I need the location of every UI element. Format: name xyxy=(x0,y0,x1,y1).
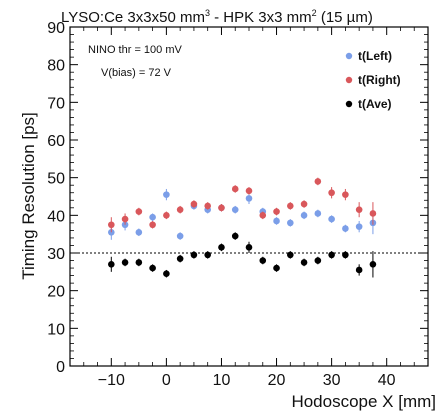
data-point-ave xyxy=(245,244,253,251)
series-ave xyxy=(108,232,377,278)
data-point-right xyxy=(259,212,267,219)
title-sup-2: 2 xyxy=(312,8,317,18)
data-point-ave xyxy=(287,251,294,259)
data-point-ave xyxy=(259,257,267,264)
data-point-ave xyxy=(135,259,143,266)
data-point-left xyxy=(342,225,349,232)
data-point-left xyxy=(245,195,253,202)
data-point-right xyxy=(108,221,115,229)
data-point-right xyxy=(135,208,143,215)
x-tick-label: 20 xyxy=(268,372,286,389)
data-point-right xyxy=(121,215,129,223)
legend-label-right: t(Right) xyxy=(358,73,401,87)
data-point-right xyxy=(287,202,294,210)
data-point-left xyxy=(328,215,335,223)
data-point-right xyxy=(218,204,225,212)
legend-label-ave: t(Ave) xyxy=(358,97,392,111)
data-point-right xyxy=(245,187,253,195)
data-point-left xyxy=(135,228,143,236)
data-point-right xyxy=(314,178,322,185)
data-point-ave xyxy=(121,259,129,266)
y-tick-label: 10 xyxy=(47,321,65,338)
x-axis-ticks: −10 0 10 20 30 40 xyxy=(83,27,415,389)
annotation-bias: V(bias) = 72 V xyxy=(101,67,172,79)
legend-marker-right xyxy=(345,76,353,84)
data-point-ave xyxy=(328,251,335,259)
annotation-threshold: NINO thr = 100 mV xyxy=(88,44,183,56)
chart-title: LYSO:Ce 3x3x50 mm3 - HPK 3x3 mm2 (15 µm) xyxy=(61,8,373,26)
data-point-left xyxy=(314,210,322,217)
legend-marker-left xyxy=(345,52,353,60)
x-tick-label: 0 xyxy=(162,372,171,389)
y-tick-label: 20 xyxy=(47,284,65,301)
data-point-left xyxy=(287,219,294,227)
x-tick-label: 40 xyxy=(378,372,396,389)
data-point-right xyxy=(342,191,349,198)
data-point-right xyxy=(204,202,211,210)
data-point-right xyxy=(355,206,363,213)
data-point-right xyxy=(231,185,239,193)
y-tick-label: 80 xyxy=(47,58,65,75)
data-point-right xyxy=(176,206,184,213)
y-axis-title: Timing Resolution [ps] xyxy=(19,112,38,280)
data-point-ave xyxy=(314,257,322,264)
data-point-left xyxy=(176,232,184,240)
y-tick-label: 40 xyxy=(47,208,65,225)
data-point-left xyxy=(163,191,170,198)
data-point-ave xyxy=(342,251,349,259)
data-point-right xyxy=(369,210,377,217)
data-point-ave xyxy=(273,264,280,272)
y-tick-label: 60 xyxy=(47,133,65,150)
x-tick-label: 30 xyxy=(323,372,341,389)
data-point-ave xyxy=(176,255,184,262)
data-point-right xyxy=(163,212,170,219)
title-mid: - HPK 3x3 mm xyxy=(210,9,312,26)
data-point-left xyxy=(355,223,363,230)
data-point-left xyxy=(300,212,308,219)
legend-marker-ave xyxy=(345,100,353,108)
series-left xyxy=(108,188,377,240)
y-tick-label: 90 xyxy=(47,20,65,37)
data-point-right xyxy=(149,221,156,229)
data-point-ave xyxy=(231,232,239,240)
data-point-left xyxy=(273,217,280,225)
data-point-ave xyxy=(149,264,156,272)
data-point-right xyxy=(328,189,335,197)
x-axis-title: Hodoscope X [mm] xyxy=(291,392,436,411)
title-end: (15 µm) xyxy=(317,9,373,26)
data-point-ave xyxy=(204,251,211,259)
data-point-right xyxy=(273,208,280,215)
data-point-ave xyxy=(108,261,115,268)
data-point-ave xyxy=(355,266,363,274)
title-main: LYSO:Ce 3x3x50 mm xyxy=(61,9,205,26)
x-tick-label: −10 xyxy=(98,372,125,389)
title-sup-1: 3 xyxy=(205,8,210,18)
legend-label-left: t(Left) xyxy=(358,49,392,63)
x-tick-label: 10 xyxy=(213,372,231,389)
series-right xyxy=(108,177,377,233)
y-tick-label: 30 xyxy=(47,246,65,263)
data-point-ave xyxy=(163,270,170,278)
data-point-right xyxy=(190,200,198,208)
data-marks xyxy=(108,177,377,278)
data-point-left xyxy=(149,213,156,221)
data-point-ave xyxy=(190,251,198,259)
y-axis-ticks: 0 10 20 30 40 50 60 70 80 90 xyxy=(47,20,428,376)
legend: t(Left) t(Right) t(Ave) xyxy=(345,49,401,111)
y-tick-label: 70 xyxy=(47,95,65,112)
data-point-left xyxy=(231,206,239,213)
data-point-ave xyxy=(218,244,225,251)
data-point-ave xyxy=(369,261,377,268)
data-point-right xyxy=(300,200,308,208)
y-tick-label: 0 xyxy=(56,359,65,376)
y-tick-label: 50 xyxy=(47,171,65,188)
data-point-ave xyxy=(300,259,308,266)
